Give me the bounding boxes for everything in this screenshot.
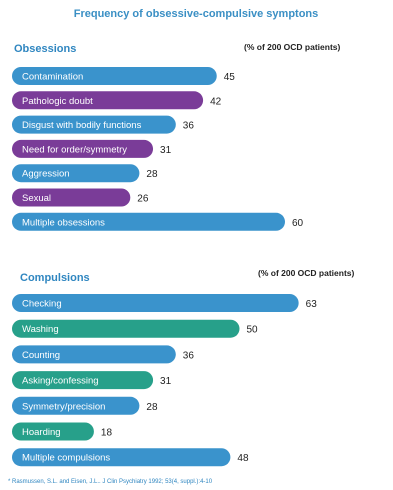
compulsion-bar-label: Symmetry/precision: [22, 401, 105, 412]
compulsions-heading: Compulsions: [20, 272, 90, 284]
compulsion-value-label: 50: [247, 325, 259, 336]
obsession-value-label: 26: [137, 194, 149, 205]
obsessions-bars: Contamination 45 Pathologic doubt 42 Disgust…: [12, 67, 304, 231]
compulsion-bar-label: Multiple compulsions: [22, 453, 110, 464]
obsession-bar: [12, 188, 131, 207]
source-note: * Rasmussen, S.L. and Eisen, J.L.. J Cli…: [8, 479, 213, 485]
obsessions-unit-label: (% of 200 OCD patients): [244, 42, 341, 52]
compulsion-bar: [12, 371, 154, 390]
compulsion-bar-label: Counting: [22, 350, 60, 361]
compulsion-value-label: 63: [306, 299, 318, 310]
obsession-bar-label: Disgust with bodily functions: [22, 120, 142, 131]
compulsion-bar: [12, 422, 94, 441]
chart-title: Frequency of obsessive-compulsive sympto…: [74, 8, 319, 20]
obsession-value-label: 42: [210, 96, 222, 107]
compulsion-bar: [12, 319, 240, 338]
compulsion-value-label: 31: [160, 376, 172, 387]
compulsion-bar: [12, 345, 176, 364]
obsession-value-label: 45: [224, 72, 236, 83]
obsession-value-label: 28: [146, 169, 158, 180]
obsession-bar: [12, 139, 154, 158]
obsession-bar: [12, 115, 176, 134]
obsession-value-label: 60: [292, 218, 304, 229]
compulsion-bar: [12, 448, 231, 467]
obsession-bar: [12, 91, 204, 110]
compulsion-bar-label: Checking: [22, 299, 62, 310]
compulsion-value-label: 48: [237, 453, 249, 464]
obsession-bar: [12, 67, 217, 85]
compulsion-bar-label: Washing: [22, 324, 59, 335]
obsession-bar-label: Sexual: [22, 193, 51, 204]
obsession-bar: [12, 212, 285, 231]
compulsions-bars: Checking 63 Washing 50 Counting 36 Asking/conf…: [12, 294, 318, 467]
compulsion-value-label: 36: [183, 350, 195, 361]
obsession-bar-label: Contamination: [22, 72, 83, 83]
obsession-value-label: 36: [183, 121, 195, 132]
compulsion-value-label: 18: [101, 428, 113, 439]
compulsion-bar: [12, 396, 140, 415]
obsession-bar-label: Multiple obsessions: [22, 217, 105, 228]
compulsion-bar-label: Hoarding: [22, 427, 61, 438]
obsession-value-label: 31: [160, 145, 172, 156]
compulsion-bar-label: Asking/confessing: [22, 376, 99, 387]
obsession-bar-label: Need for order/symmetry: [22, 144, 127, 155]
compulsion-bar: [12, 294, 299, 312]
obsessions-heading: Obsessions: [14, 43, 76, 55]
obsession-bar-label: Aggression: [22, 169, 70, 180]
compulsion-value-label: 28: [146, 402, 158, 413]
obsession-bar-label: Pathologic doubt: [22, 96, 93, 107]
compulsions-unit-label: (% of 200 OCD patients): [258, 268, 355, 278]
obsession-bar: [12, 164, 140, 183]
